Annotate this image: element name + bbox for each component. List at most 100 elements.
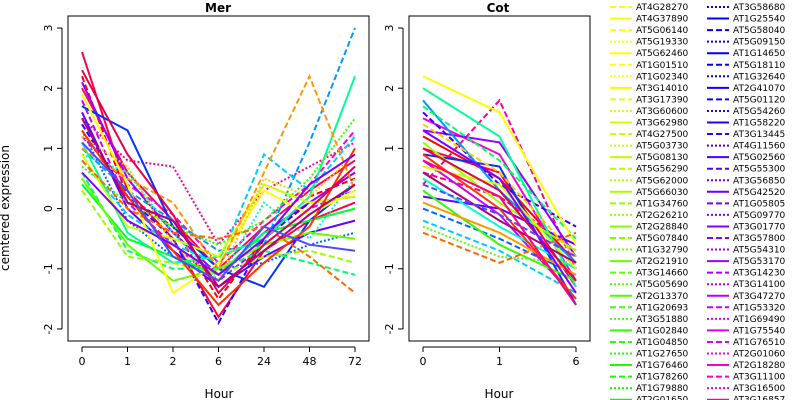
legend-label-1-30: AT2G01060	[733, 350, 786, 360]
legend-label-1-23: AT3G14230	[733, 269, 786, 279]
cot-series-line-14	[422, 87, 577, 288]
legend-label-1-17: AT1G05805	[733, 199, 785, 209]
legend-label-1-4: AT1G14650	[733, 49, 786, 59]
y-axis-title: cemtered expression	[0, 145, 12, 271]
mer-x-tick-label-5: 48	[303, 355, 317, 368]
legend-label-0-28: AT1G02840	[636, 326, 689, 336]
mer-series-line-24	[81, 159, 356, 294]
cot-series-line-1	[422, 147, 577, 288]
legend-label-0-0: AT4G28270	[636, 3, 689, 13]
cot-series-line-5	[422, 159, 577, 300]
legend-label-0-6: AT1G02340	[636, 72, 689, 82]
legend-label-1-12: AT4G11560	[733, 142, 786, 152]
mer-x-tick-label-3: 6	[215, 355, 222, 368]
legend-label-0-31: AT1G76460	[636, 361, 689, 371]
cot-series-line-9	[422, 153, 577, 306]
legend-label-1-16: AT5G42520	[733, 188, 786, 198]
cot-axes: 0 1 6 -2 -1 0 1 2 3	[383, 25, 580, 368]
legend: AT4G28270AT4G37890AT5G06140AT5G19330AT5G…	[610, 3, 786, 400]
legend-label-0-25: AT2G13370	[636, 292, 689, 302]
legend-label-0-16: AT5G66030	[636, 188, 689, 198]
legend-label-1-13: AT5G02560	[733, 153, 786, 163]
mer-y-tick-label-2: 0	[42, 205, 55, 212]
legend-label-1-29: AT1G76510	[733, 338, 786, 348]
cot-series-line-28	[422, 183, 577, 258]
cot-series-line-26	[422, 171, 577, 264]
cot-series-lines	[422, 75, 577, 306]
cot-series-line-6	[422, 129, 577, 258]
legend-label-1-0: AT3G58680	[733, 3, 786, 13]
mer-series-line-23	[81, 73, 356, 271]
cot-series-line-22	[422, 201, 577, 276]
mer-series-line-18	[81, 177, 356, 282]
legend-label-1-20: AT3G57800	[733, 234, 786, 244]
mer-series-line-28	[81, 153, 356, 277]
legend-label-1-10: AT1G58220	[733, 119, 786, 129]
mer-plot-frame	[67, 15, 370, 342]
legend-label-0-5: AT1G01510	[636, 61, 689, 71]
cot-series-line-10	[422, 207, 577, 276]
legend-label-0-23: AT3G14660	[636, 269, 689, 279]
mer-x-tick-label-1: 1	[124, 355, 131, 368]
mer-series-lines	[81, 27, 356, 326]
legend-label-1-22: AT5G53170	[733, 257, 786, 267]
mer-series-line-3	[81, 117, 356, 247]
legend-label-1-34: AT3G16857	[733, 396, 785, 400]
legend-label-0-11: AT4G27500	[636, 130, 689, 140]
cot-x-tick-label-0: 0	[420, 355, 427, 368]
mer-series-line-11	[81, 27, 356, 252]
legend-label-0-22: AT2G21910	[636, 257, 689, 267]
legend-label-1-2: AT5G58040	[733, 26, 786, 36]
cot-series-line-27	[422, 129, 577, 294]
cot-series-line-20	[422, 75, 577, 246]
legend-label-0-15: AT5G62000	[636, 176, 689, 186]
legend-label-0-7: AT3G14010	[636, 84, 689, 94]
legend-label-1-7: AT2G41070	[733, 84, 786, 94]
legend-label-0-32: AT1G78260	[636, 373, 689, 383]
cot-x-axis-title: Hour	[485, 387, 514, 400]
legend-label-0-18: AT2G26210	[636, 211, 689, 221]
legend-label-1-9: AT5G54260	[733, 107, 786, 117]
mer-series-line-13	[81, 153, 356, 283]
mer-y-tick-label-4: 2	[42, 85, 55, 92]
mer-series-line-27	[81, 117, 356, 289]
legend-label-1-1: AT1G25540	[733, 15, 786, 25]
cot-series-line-15	[422, 105, 577, 240]
legend-label-0-21: AT1G32790	[636, 246, 689, 256]
legend-label-0-33: AT1G79880	[636, 384, 689, 394]
legend-label-1-11: AT3G13445	[733, 130, 785, 140]
legend-label-0-30: AT1G27650	[636, 350, 689, 360]
legend-label-0-2: AT5G06140	[636, 26, 689, 36]
legend-label-1-27: AT1G69490	[733, 315, 786, 325]
mer-y-tick-label-3: 1	[42, 145, 55, 152]
cot-series-line-29	[422, 159, 577, 306]
legend-label-0-4: AT5G62460	[636, 49, 689, 59]
legend-label-1-8: AT5G01120	[733, 95, 786, 105]
legend-label-1-21: AT5G54310	[733, 246, 786, 256]
cot-series-line-25	[422, 147, 577, 282]
legend-label-0-27: AT3G51880	[636, 315, 689, 325]
mer-series-line-22	[81, 135, 356, 283]
legend-label-1-6: AT1G32640	[733, 72, 786, 82]
mer-series-line-26	[81, 69, 356, 295]
cot-x-tick-label-1: 1	[496, 355, 503, 368]
mer-y-tick-label-5: 3	[42, 25, 55, 32]
cot-y-tick-label-1: -1	[383, 263, 396, 274]
legend-label-0-9: AT3G60600	[636, 107, 689, 117]
legend-label-0-20: AT5G07840	[636, 234, 689, 244]
legend-label-0-12: AT5G03730	[636, 142, 689, 152]
legend-label-0-14: AT5G56290	[636, 165, 689, 175]
legend-label-1-18: AT5G09770	[733, 211, 786, 221]
legend-label-1-5: AT5G18110	[733, 61, 786, 71]
cot-plot-frame	[408, 15, 591, 342]
mer-series-line-29	[81, 141, 356, 283]
legend-label-0-17: AT1G34760	[636, 199, 689, 209]
legend-label-1-26: AT1G53320	[733, 303, 786, 313]
legend-label-0-19: AT2G28840	[636, 222, 689, 232]
mer-x-tick-label-4: 24	[257, 355, 271, 368]
cot-y-tick-label-5: 3	[383, 25, 396, 32]
legend-label-1-32: AT3G11100	[733, 373, 786, 383]
cot-y-tick-label-0: -2	[383, 323, 396, 334]
legend-label-0-10: AT3G62980	[636, 119, 689, 129]
mer-axes: 0 1 2 6 24 48 72 -2 -1 0 1 2 3	[42, 25, 362, 368]
